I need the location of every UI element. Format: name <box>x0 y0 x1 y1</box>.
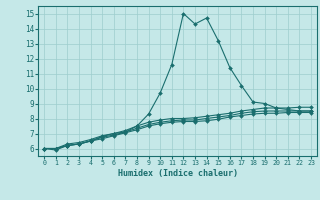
X-axis label: Humidex (Indice chaleur): Humidex (Indice chaleur) <box>118 169 238 178</box>
